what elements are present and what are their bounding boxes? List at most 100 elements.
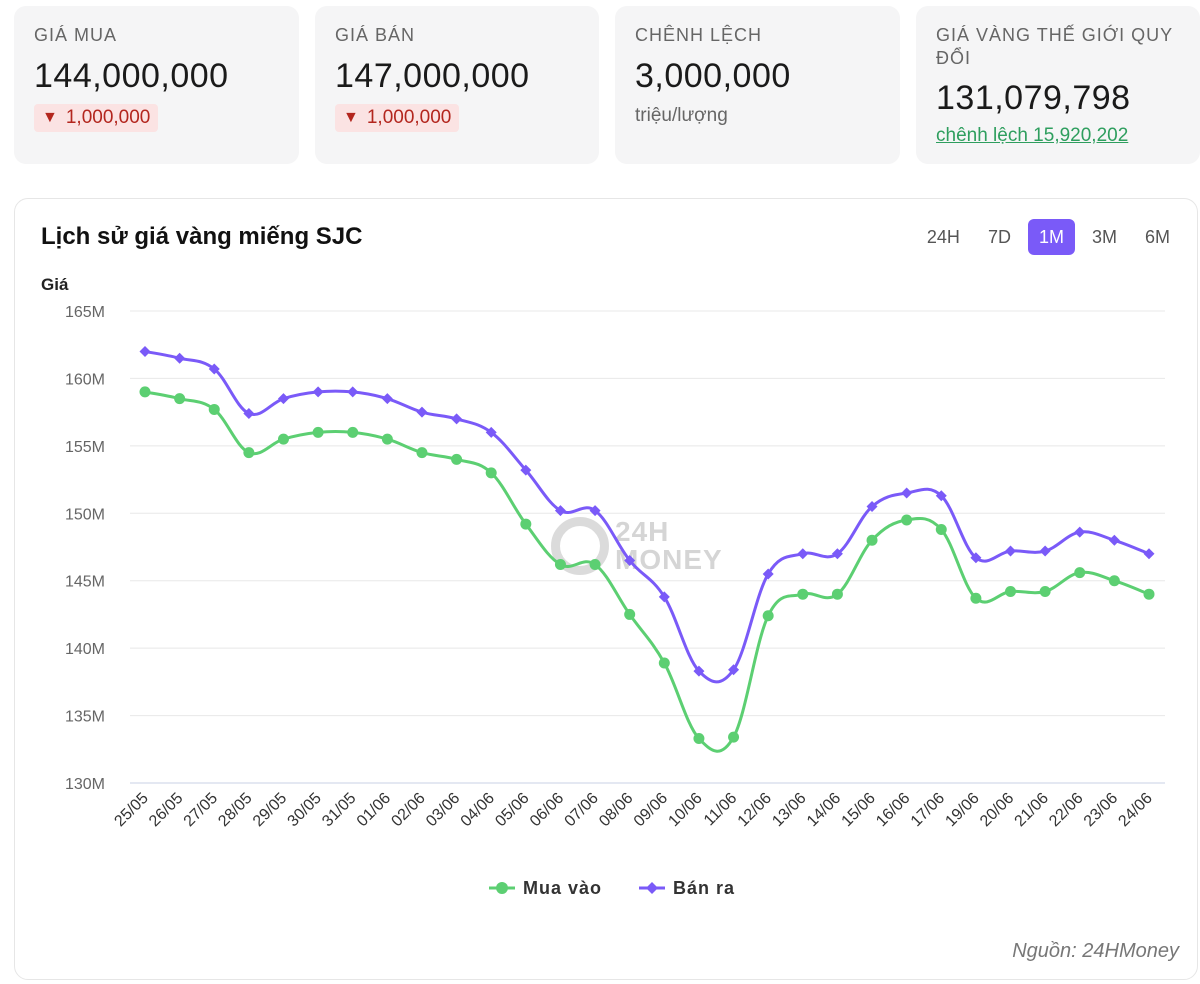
chart-panel: Lịch sử giá vàng miếng SJC 24H 7D 1M 3M … <box>14 198 1198 980</box>
source-note: Nguồn: 24HMoney <box>1012 940 1179 962</box>
data-point <box>658 591 670 603</box>
data-point <box>520 464 532 476</box>
card-value: 131,079,798 <box>936 79 1131 117</box>
data-point <box>1005 586 1017 598</box>
x-tick-label: 31/05 <box>319 790 359 830</box>
data-point <box>208 363 220 375</box>
x-tick-label: 15/06 <box>839 790 879 830</box>
y-tick-label: 130M <box>65 776 105 793</box>
data-point <box>347 426 359 438</box>
x-tick-label: 12/06 <box>735 790 775 830</box>
data-point <box>381 433 393 445</box>
x-tick-label: 24/06 <box>1115 790 1155 830</box>
x-tick-label: 28/05 <box>215 790 255 830</box>
card-world-price: GIÁ VÀNG THẾ GIỚI QUY ĐỔI 131,079,798 ch… <box>916 6 1200 164</box>
watermark-logo-icon <box>551 517 609 575</box>
data-point <box>901 487 913 499</box>
data-point <box>243 407 255 419</box>
card-value: 147,000,000 <box>335 57 530 95</box>
x-tick-label: 19/06 <box>942 790 982 830</box>
x-tick-label: 17/06 <box>908 790 948 830</box>
delta-badge: ▼ 1,000,000 <box>34 104 159 132</box>
data-point <box>139 345 151 357</box>
data-point <box>451 413 463 425</box>
delta-value: 1,000,000 <box>366 107 452 128</box>
data-point <box>970 592 982 604</box>
data-point <box>243 447 255 459</box>
data-point <box>589 559 601 571</box>
card-value: 3,000,000 <box>635 57 791 95</box>
data-point <box>762 610 774 622</box>
y-tick-label: 165M <box>65 304 105 321</box>
data-point <box>312 426 324 438</box>
card-label: GIÁ VÀNG THẾ GIỚI QUY ĐỔI <box>936 25 1173 68</box>
data-point <box>347 386 359 398</box>
data-point <box>762 568 774 580</box>
x-tick-label: 03/06 <box>423 790 463 830</box>
x-tick-label: 14/06 <box>804 790 844 830</box>
data-point <box>312 386 324 398</box>
data-point <box>1005 545 1017 557</box>
y-tick-label: 140M <box>65 641 105 658</box>
range-1m-button[interactable]: 1M <box>1027 219 1075 255</box>
x-tick-label: 26/05 <box>146 790 186 830</box>
world-diff-link[interactable]: chênh lệch 15,920,202 <box>936 125 1129 146</box>
card-label: GIÁ BÁN <box>335 25 416 45</box>
range-6m-button[interactable]: 6M <box>1144 227 1170 247</box>
series-line-sell <box>144 349 1150 684</box>
data-point <box>1108 534 1120 546</box>
data-point <box>831 548 843 560</box>
y-tick-label: 135M <box>65 709 105 726</box>
data-point <box>658 657 670 669</box>
data-point <box>831 588 843 600</box>
x-tick-label: 25/05 <box>111 790 151 830</box>
data-point <box>797 548 809 560</box>
y-tick-label: 160M <box>65 371 105 388</box>
range-selector: 24H 7D 1M 3M 6M <box>916 219 1181 255</box>
unit-label: triệu/lượng <box>635 105 728 126</box>
card-label: CHÊNH LỆCH <box>635 25 763 45</box>
price-history-chart[interactable]: 130M 135M 140M 145M 150M 155M 160M 165M 25/0526… <box>15 199 1199 981</box>
card-spread: CHÊNH LỆCH 3,000,000 triệu/lượng <box>615 6 900 164</box>
x-tick-label: 16/06 <box>873 790 913 830</box>
x-tick-label: 29/05 <box>250 790 290 830</box>
legend-label: Bán ra <box>673 878 735 898</box>
x-tick-label: 11/06 <box>701 790 741 830</box>
x-tick-label: 23/06 <box>1081 790 1121 830</box>
range-24h-button[interactable]: 24H <box>926 227 960 247</box>
x-tick-label: 21/06 <box>1012 790 1052 830</box>
x-tick-label: 07/06 <box>562 790 602 830</box>
data-point <box>554 559 566 571</box>
data-point <box>1143 588 1155 600</box>
watermark-line1: 24H <box>615 516 670 547</box>
data-point <box>728 664 740 676</box>
data-point <box>1074 526 1086 538</box>
x-tick-label: 01/06 <box>354 790 394 830</box>
range-7d-button[interactable]: 7D <box>987 227 1011 247</box>
data-point <box>1074 567 1086 579</box>
x-tick-label: 05/06 <box>492 790 532 830</box>
x-tick-label: 02/06 <box>388 790 428 830</box>
data-point <box>416 406 428 418</box>
x-tick-label: 13/06 <box>769 790 809 830</box>
card-buy-price: GIÁ MUA 144,000,000 ▼ 1,000,000 <box>14 6 299 164</box>
y-tick-label: 150M <box>65 506 105 523</box>
data-point <box>1143 548 1155 560</box>
data-point <box>1039 586 1051 598</box>
data-point <box>970 552 982 564</box>
data-point <box>866 501 878 513</box>
chart-title: Lịch sử giá vàng miếng SJC <box>41 223 363 250</box>
data-point <box>935 523 947 535</box>
range-3m-button[interactable]: 3M <box>1091 227 1117 247</box>
x-tick-label: 06/06 <box>527 790 567 830</box>
data-point <box>1108 575 1120 587</box>
data-point <box>693 732 705 744</box>
x-tick-label: 30/05 <box>285 790 325 830</box>
card-label: GIÁ MUA <box>34 25 118 45</box>
data-point <box>451 453 463 465</box>
x-tick-label: 22/06 <box>1046 790 1086 830</box>
data-point <box>520 518 532 530</box>
data-point <box>624 608 636 620</box>
data-point <box>589 505 601 517</box>
delta-value: 1,000,000 <box>65 107 151 128</box>
